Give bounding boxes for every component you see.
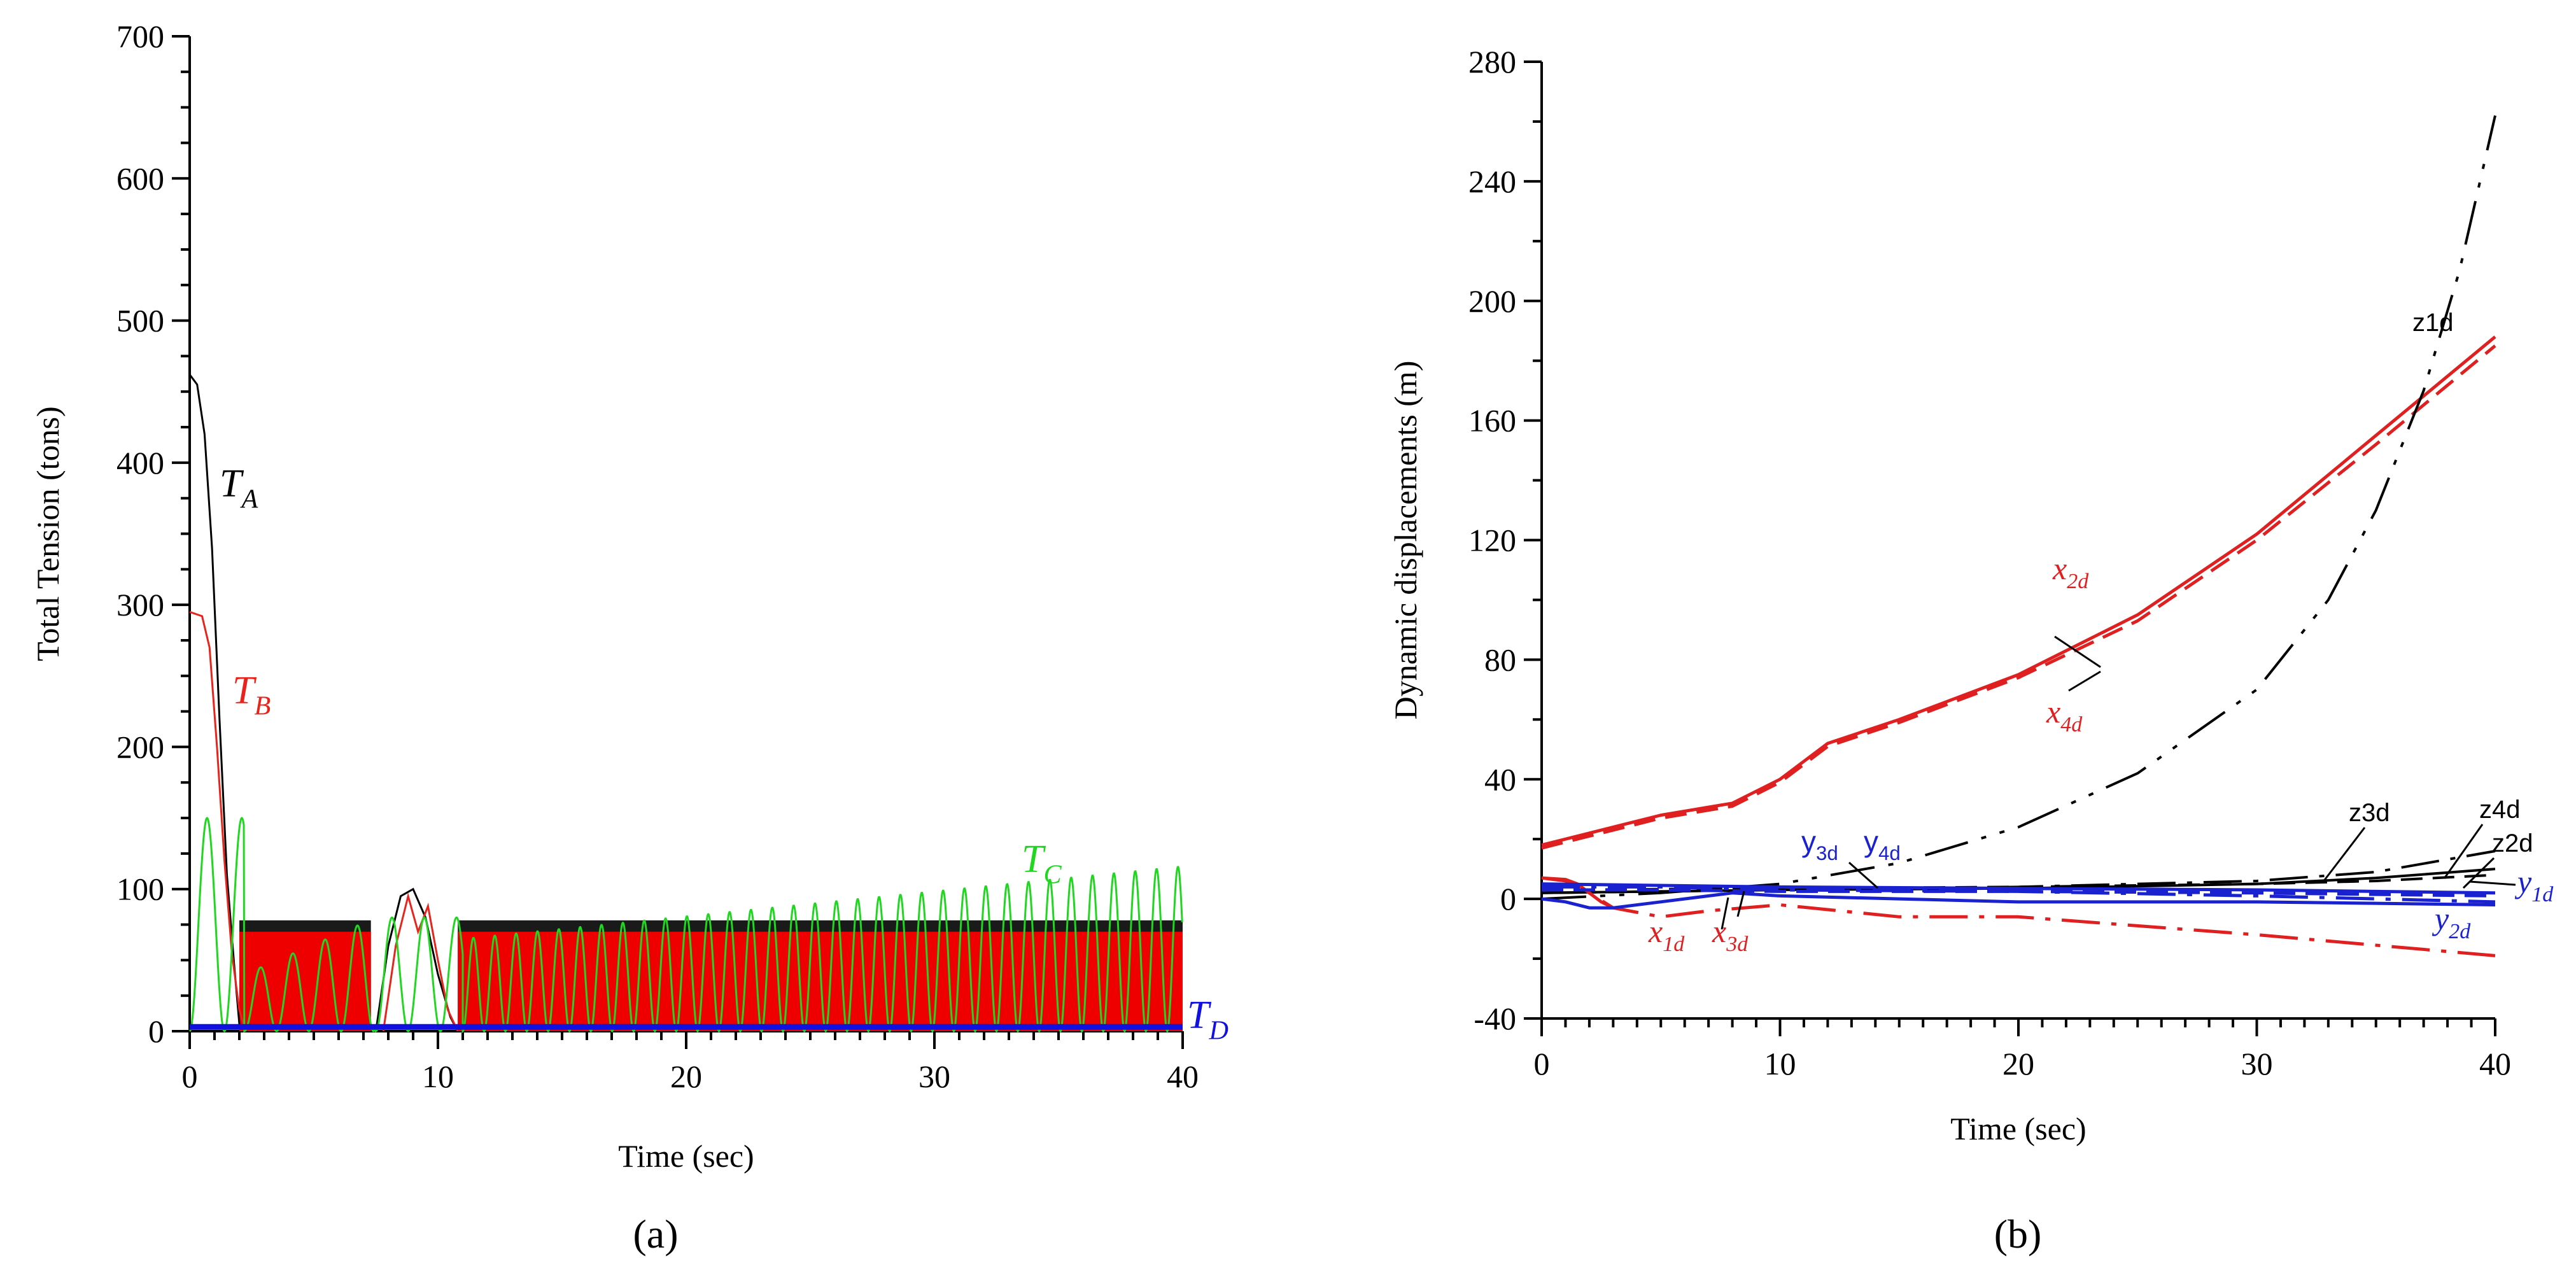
label-TC-sub: C: [1043, 859, 1062, 889]
label-x4d-main: x: [2046, 694, 2060, 729]
y-tick-label: 300: [116, 587, 164, 623]
label-x2d: x2d: [2052, 551, 2089, 593]
x-axis-label: Time (sec): [1950, 1111, 2086, 1146]
label-x4d-sub: 4d: [2060, 713, 2083, 736]
label-y1d: y1d: [2514, 864, 2554, 906]
label-TA-main: T: [220, 462, 244, 505]
y-tick-label: 80: [1484, 642, 1516, 677]
label-TC: TC: [1022, 838, 1062, 889]
label-TB-main: T: [232, 669, 257, 712]
label-y1d-main: y: [2514, 864, 2532, 899]
label-TD-sub: D: [1208, 1015, 1228, 1045]
x-tick-label: 0: [182, 1059, 198, 1094]
y-tick-label: 240: [1468, 164, 1516, 199]
series-y4d: [1541, 882, 2496, 895]
label-x2d-main: x: [2052, 551, 2067, 586]
label-TB: TB: [232, 669, 271, 721]
y-tick-label: 40: [1484, 761, 1516, 797]
label-TB-sub: B: [254, 691, 271, 721]
label-z2d: z2d: [2492, 829, 2533, 857]
label-x1d-main: x: [1648, 913, 1663, 949]
label-z4d-main: z4d: [2479, 796, 2521, 824]
label-y3d: y3d: [1801, 825, 1838, 864]
x-tick-label: 30: [918, 1059, 950, 1094]
chart-a: 0 100 200 300 400 500 600 700 0 10 20 30 40 Time (sec…: [30, 18, 1228, 1257]
series-y3d: [1542, 888, 2496, 898]
series-TA: [188, 374, 241, 1024]
x-tick-label: 20: [670, 1059, 702, 1094]
y-tick-label: -40: [1474, 1001, 1516, 1036]
leader-z4d: [2443, 824, 2484, 879]
hump-red-line: [382, 892, 459, 1032]
label-x3d-sub: 3d: [1726, 933, 1749, 956]
y-tick-label: 160: [1468, 403, 1516, 439]
panel-label: (b): [1994, 1211, 2042, 1257]
label-x1d-sub: 1d: [1663, 933, 1685, 956]
label-z1d-main: z1d: [2412, 309, 2454, 337]
leader-y1d: [2469, 880, 2516, 886]
y-tick-label: 0: [1500, 881, 1516, 917]
series-x2d: [1541, 335, 2496, 847]
label-TC-main: T: [1022, 838, 1046, 881]
label-y4d-sub: 4d: [1878, 842, 1901, 864]
x-tick-label: 0: [1534, 1046, 1550, 1081]
x-tick-label: 40: [1167, 1059, 1199, 1094]
label-y3d-main: y: [1801, 825, 1816, 858]
label-y4d-main: y: [1864, 825, 1878, 858]
y-tick-label: 200: [116, 729, 164, 764]
chart-b: -40 0 40 80 120 160 200 240 280 0 10 20 30 40 Time (se…: [1388, 44, 2554, 1257]
label-x3d-main: x: [1712, 913, 1726, 949]
leader-x4d: [2068, 670, 2101, 692]
x-axis-label: Time (sec): [618, 1138, 754, 1174]
label-y2d-main: y: [2432, 901, 2449, 936]
label-x1d: x1d: [1648, 913, 1685, 956]
series-x1d: [1541, 876, 2496, 957]
series-z1d: [1541, 115, 2496, 901]
label-y2d-sub: 2d: [2449, 920, 2471, 943]
x-tick-label: 10: [422, 1059, 454, 1094]
label-y1d-sub: 1d: [2531, 883, 2554, 906]
label-x2d-sub: 2d: [2067, 570, 2089, 593]
y-tick-label: 0: [148, 1013, 164, 1049]
label-z2d-main: z2d: [2492, 829, 2533, 857]
y-tick-label: 100: [116, 871, 164, 907]
y-tick-label: 200: [1468, 283, 1516, 319]
x-tick-label: 40: [2479, 1046, 2511, 1081]
leader-z2d: [2462, 857, 2495, 889]
label-z4d: z4d: [2479, 796, 2521, 824]
label-TA: TA: [220, 462, 258, 514]
label-y3d-sub: 3d: [1816, 842, 1838, 864]
y-axis-label: Dynamic displacements (m): [1388, 361, 1423, 720]
label-TD-main: T: [1187, 994, 1212, 1037]
leader-x3d: [1736, 891, 1745, 917]
leader-x1d: [1721, 897, 1729, 930]
label-z3d: z3d: [2349, 799, 2390, 827]
label-x4d: x4d: [2046, 694, 2083, 736]
label-TD: TD: [1187, 994, 1228, 1045]
leader-x2d: [2054, 635, 2101, 668]
y-axis-label: Total Tension (tons): [30, 406, 66, 661]
y-tick-label: 500: [116, 303, 164, 339]
y-tick-label: 600: [116, 160, 164, 196]
y-tick-label: 120: [1468, 523, 1516, 558]
y-tick-label: 400: [116, 445, 164, 481]
leader-z3d: [2322, 827, 2366, 882]
label-z1d: z1d: [2412, 309, 2454, 337]
x-tick-label: 30: [2241, 1046, 2273, 1081]
series-x4d: [1541, 344, 2496, 850]
y-tick-label: 700: [116, 18, 164, 54]
label-y2d: y2d: [2432, 901, 2471, 943]
x-tick-label: 20: [2002, 1046, 2034, 1081]
series-TB: [189, 610, 246, 1027]
label-z3d-main: z3d: [2349, 799, 2390, 827]
label-y4d: y4d: [1864, 825, 1901, 864]
series-y2d: [1541, 891, 2496, 910]
label-x3d: x3d: [1712, 913, 1749, 956]
panel-label: (a): [633, 1211, 678, 1257]
label-TA-sub: A: [239, 484, 258, 514]
x-tick-label: 10: [1764, 1046, 1796, 1081]
y-tick-label: 280: [1468, 44, 1516, 80]
leader-y4d: [1848, 861, 1878, 889]
